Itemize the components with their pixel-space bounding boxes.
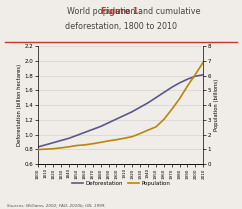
Population [202, 61, 205, 63]
Population [99, 141, 102, 144]
Deforestation [162, 91, 165, 94]
Y-axis label: Population (billions): Population (billions) [214, 79, 219, 131]
Deforestation [170, 86, 173, 89]
Deforestation [178, 82, 181, 84]
Population [154, 126, 157, 128]
Deforestation [131, 110, 134, 113]
Deforestation [123, 114, 126, 117]
Deforestation [83, 131, 86, 134]
Population [52, 148, 55, 150]
Population [131, 135, 134, 138]
Deforestation [186, 78, 189, 80]
Deforestation [76, 134, 78, 136]
Population [76, 144, 78, 147]
Legend: Deforestation, Population: Deforestation, Population [69, 179, 173, 189]
Population [123, 137, 126, 139]
Text: Figure 1:: Figure 1: [101, 7, 141, 16]
Deforestation [60, 139, 63, 142]
Population [36, 148, 39, 151]
Population [178, 97, 181, 100]
Text: World population and cumulative: World population and cumulative [42, 7, 200, 16]
Deforestation [36, 146, 39, 148]
Deforestation [202, 74, 205, 76]
Population [194, 73, 197, 76]
Text: deforestation, 1800 to 2010: deforestation, 1800 to 2010 [65, 22, 177, 31]
Deforestation [194, 75, 197, 78]
Population [162, 118, 165, 121]
Deforestation [44, 144, 47, 146]
Population [170, 108, 173, 111]
Population [68, 145, 70, 148]
Population [91, 143, 94, 145]
Deforestation [107, 121, 110, 124]
Deforestation [99, 125, 102, 128]
Deforestation [147, 102, 150, 104]
Deforestation [139, 106, 142, 108]
Line: Population: Population [38, 62, 203, 150]
Population [107, 140, 110, 142]
Y-axis label: Deforestation (billion hectares): Deforestation (billion hectares) [17, 64, 22, 146]
Deforestation [52, 141, 55, 144]
Deforestation [68, 137, 70, 139]
Population [147, 129, 150, 131]
Population [83, 144, 86, 146]
Population [44, 148, 47, 150]
Deforestation [91, 128, 94, 131]
Population [115, 138, 118, 141]
Population [186, 85, 189, 87]
Line: Deforestation: Deforestation [38, 75, 203, 147]
Deforestation [154, 96, 157, 99]
Text: Sources: Williams, 2002; FAO, 2010b; UN, 1999.: Sources: Williams, 2002; FAO, 2010b; UN,… [7, 203, 106, 207]
Deforestation [115, 118, 118, 120]
Population [60, 147, 63, 149]
Population [139, 132, 142, 135]
